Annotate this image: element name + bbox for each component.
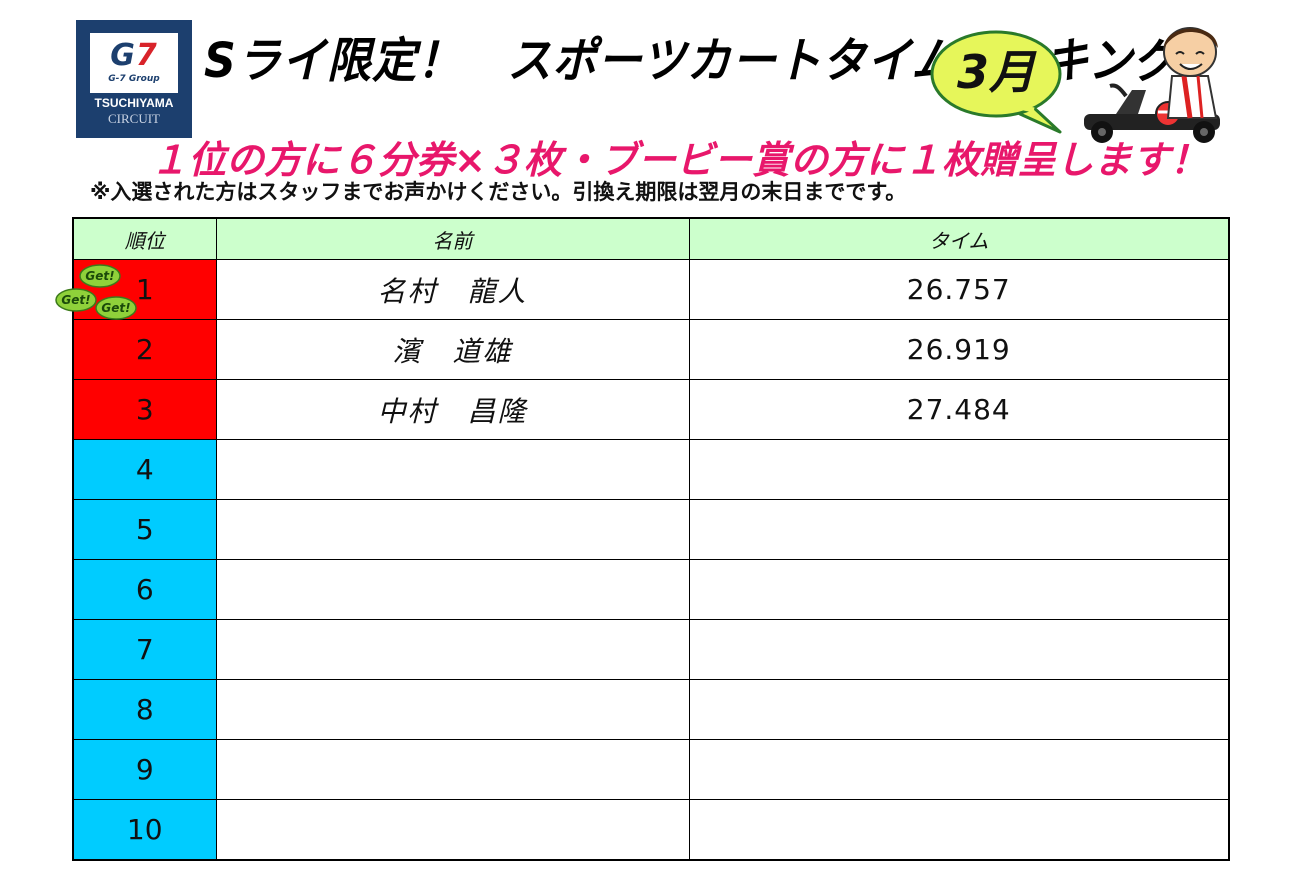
rank-cell: 10 bbox=[72, 799, 217, 861]
name-cell bbox=[215, 619, 690, 680]
table-header-row: 順位 名前 タイム bbox=[72, 217, 1230, 260]
table-row: 5 bbox=[72, 499, 1230, 560]
name-cell: 名村 龍人 bbox=[215, 259, 690, 320]
get-badge-icon: Get! Get! Get! bbox=[55, 264, 137, 320]
month-speech-bubble: 3月 bbox=[928, 28, 1064, 134]
g7-logo-mark: G7 G-7 Group bbox=[90, 33, 178, 93]
name-cell bbox=[215, 499, 690, 560]
name-cell bbox=[215, 559, 690, 620]
time-cell: 26.757 bbox=[688, 259, 1230, 320]
table-row: 7 bbox=[72, 619, 1230, 680]
kart-driver-mascot-icon bbox=[1084, 27, 1220, 143]
rank-cell: 2 bbox=[72, 319, 217, 380]
time-cell bbox=[688, 559, 1230, 620]
header-rank: 順位 bbox=[72, 217, 217, 260]
table-row: 1 名村 龍人 26.757 bbox=[72, 259, 1230, 320]
logo-line2: CIRCUIT bbox=[108, 111, 160, 126]
time-cell: 27.484 bbox=[688, 379, 1230, 440]
table-row: 4 bbox=[72, 439, 1230, 500]
logo-group: G-7 Group bbox=[108, 74, 160, 84]
speech-bubble-icon bbox=[930, 30, 1062, 134]
time-cell bbox=[688, 739, 1230, 800]
table-row: 9 bbox=[72, 739, 1230, 800]
notice-text: ※入選された方はスタッフまでお声かけください。引換え期限は翌月の末日までです。 bbox=[90, 180, 907, 204]
logo-brand: G7 bbox=[110, 38, 158, 73]
rank-cell: 6 bbox=[72, 559, 217, 620]
rank-cell: 4 bbox=[72, 439, 217, 500]
time-cell bbox=[688, 679, 1230, 740]
rank-cell: 9 bbox=[72, 739, 217, 800]
time-cell bbox=[688, 499, 1230, 560]
table-row: 2 濱 道雄 26.919 bbox=[72, 319, 1230, 380]
rank-cell: 7 bbox=[72, 619, 217, 680]
month-label: 3月 bbox=[956, 45, 1035, 99]
name-cell bbox=[215, 799, 690, 861]
name-cell: 濱 道雄 bbox=[215, 319, 690, 380]
tsuchiyama-circuit-logo: G7 G-7 Group TSUCHIYAMA CIRCUIT bbox=[76, 20, 192, 138]
table-row: 8 bbox=[72, 679, 1230, 740]
rank-cell: 3 bbox=[72, 379, 217, 440]
get-label: Get! bbox=[61, 293, 90, 307]
name-cell bbox=[215, 679, 690, 740]
ranking-table: 順位 名前 タイム 1 名村 龍人 26.757 2 濱 道雄 26.919 3… bbox=[72, 217, 1230, 861]
table-row: 10 bbox=[72, 799, 1230, 861]
rank-cell: 5 bbox=[72, 499, 217, 560]
time-cell bbox=[688, 619, 1230, 680]
rank-cell: 8 bbox=[72, 679, 217, 740]
header-time: タイム bbox=[688, 217, 1230, 260]
get-label: Get! bbox=[85, 269, 114, 283]
time-cell bbox=[688, 439, 1230, 500]
time-cell: 26.919 bbox=[688, 319, 1230, 380]
name-cell bbox=[215, 439, 690, 500]
promo-text: １位の方に６分券×３枚・ブービー賞の方に１枚贈呈します！ bbox=[150, 138, 1208, 182]
table-row: 6 bbox=[72, 559, 1230, 620]
header-name: 名前 bbox=[215, 217, 690, 260]
get-label: Get! bbox=[101, 301, 130, 315]
time-cell bbox=[688, 799, 1230, 861]
logo-line1: TSUCHIYAMA bbox=[94, 96, 174, 110]
name-cell bbox=[215, 739, 690, 800]
page-title: Sライ限定！ スポーツカートタイムランキング bbox=[204, 33, 1179, 89]
name-cell: 中村 昌隆 bbox=[215, 379, 690, 440]
table-row: 3 中村 昌隆 27.484 bbox=[72, 379, 1230, 440]
